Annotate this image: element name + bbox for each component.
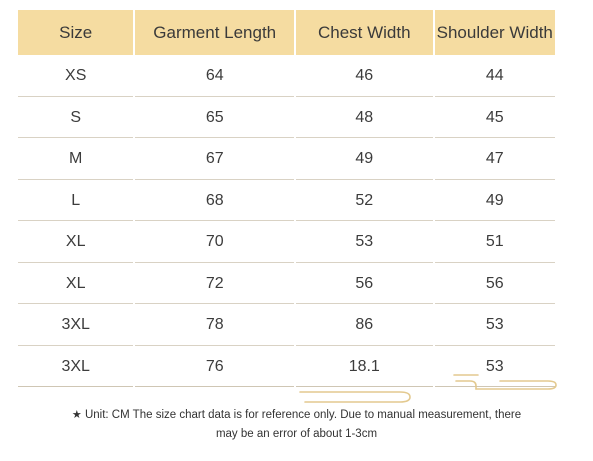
table-row: L 68 52 49 bbox=[18, 182, 555, 221]
cell-chest-width: 46 bbox=[296, 57, 433, 97]
header-chest-width: Chest Width bbox=[296, 10, 433, 55]
cell-size: XL bbox=[18, 265, 134, 304]
cell-garment-length: 72 bbox=[135, 265, 295, 304]
table-row: M 67 49 47 bbox=[18, 140, 555, 180]
cell-shoulder-width: 53 bbox=[434, 348, 555, 387]
cell-garment-length: 64 bbox=[135, 57, 295, 97]
cell-garment-length: 67 bbox=[135, 140, 295, 180]
cell-garment-length: 65 bbox=[135, 99, 295, 138]
size-chart-note: ★ Unit: CM The size chart data is for re… bbox=[0, 406, 593, 444]
cell-size: S bbox=[18, 99, 134, 138]
cell-size: L bbox=[18, 182, 134, 221]
table-row: 3XL 78 86 53 bbox=[18, 306, 555, 346]
header-size: Size bbox=[18, 10, 134, 55]
table-row: XL 72 56 56 bbox=[18, 265, 555, 304]
header-garment-length: Garment Length bbox=[135, 10, 295, 55]
table-row: XL 70 53 51 bbox=[18, 223, 555, 263]
cell-chest-width: 53 bbox=[296, 223, 433, 263]
cell-chest-width: 52 bbox=[296, 182, 433, 221]
table-row: S 65 48 45 bbox=[18, 99, 555, 138]
table-row: XS 64 46 44 bbox=[18, 57, 555, 97]
cell-size: 3XL bbox=[18, 348, 134, 387]
cell-shoulder-width: 53 bbox=[434, 306, 555, 346]
cell-chest-width: 86 bbox=[296, 306, 433, 346]
cell-shoulder-width: 45 bbox=[434, 99, 555, 138]
cell-garment-length: 70 bbox=[135, 223, 295, 263]
cell-chest-width: 48 bbox=[296, 99, 433, 138]
cell-shoulder-width: 51 bbox=[434, 223, 555, 263]
cell-shoulder-width: 56 bbox=[434, 265, 555, 304]
cell-size: M bbox=[18, 140, 134, 180]
cell-chest-width: 18.1 bbox=[296, 348, 433, 387]
cell-size: 3XL bbox=[18, 306, 134, 346]
cell-shoulder-width: 49 bbox=[434, 182, 555, 221]
cell-size: XS bbox=[18, 57, 134, 97]
note-line-1: Unit: CM The size chart data is for refe… bbox=[84, 409, 522, 421]
cell-garment-length: 78 bbox=[135, 306, 295, 346]
cell-shoulder-width: 44 bbox=[434, 57, 555, 97]
star-icon: ★ bbox=[71, 409, 82, 421]
note-line-2: may be an error of about 1-3cm bbox=[215, 428, 378, 440]
cell-garment-length: 68 bbox=[135, 182, 295, 221]
cell-size: XL bbox=[18, 223, 134, 263]
cell-chest-width: 56 bbox=[296, 265, 433, 304]
cell-chest-width: 49 bbox=[296, 140, 433, 180]
size-chart-table: Size Garment Length Chest Width Shoulder… bbox=[16, 8, 557, 389]
table-header-row: Size Garment Length Chest Width Shoulder… bbox=[18, 10, 555, 55]
cell-garment-length: 76 bbox=[135, 348, 295, 387]
header-shoulder-width: Shoulder Width bbox=[434, 10, 555, 55]
cell-shoulder-width: 47 bbox=[434, 140, 555, 180]
table-row: 3XL 76 18.1 53 bbox=[18, 348, 555, 387]
